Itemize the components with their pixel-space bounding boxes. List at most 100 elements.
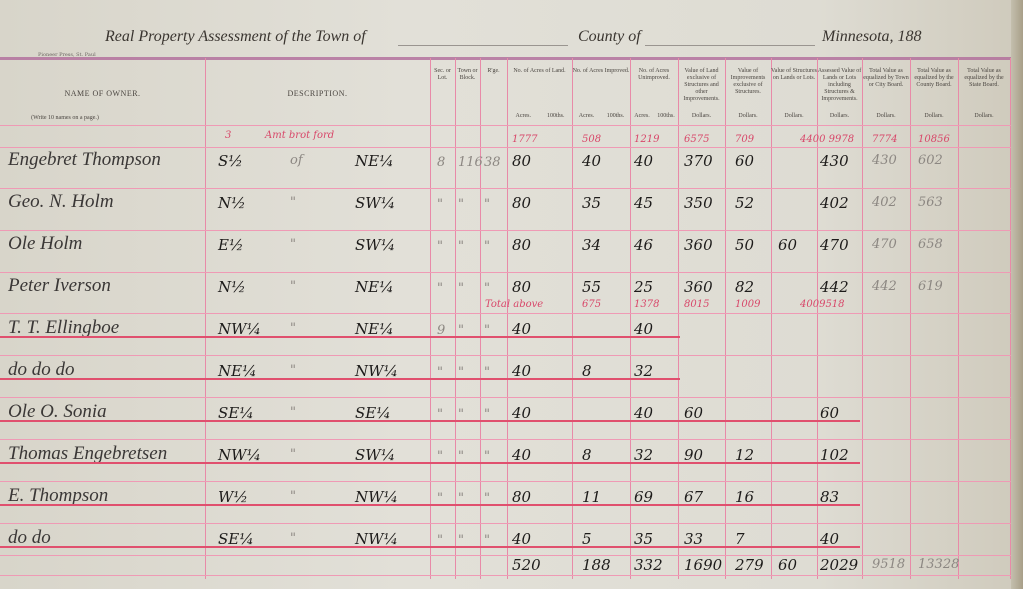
cell-vland: 90 [684, 446, 704, 464]
range: " [484, 491, 490, 506]
cell-unimp: 40 [634, 320, 654, 338]
cell-assessed: 60 [820, 404, 840, 422]
cell-vimp: 12 [735, 446, 755, 464]
col-header-sec: Sec. or Lot. [434, 68, 451, 81]
description-part: " [290, 195, 296, 210]
cell-eq-county: 619 [918, 279, 943, 294]
cell-unimp: 69 [634, 488, 654, 506]
strikethrough-line [0, 546, 860, 548]
cell-vland: 370 [684, 152, 713, 170]
state-year: Minnesota, 188 [822, 28, 922, 45]
acres-subheader: Acres. [578, 113, 595, 119]
cell-vland: 350 [684, 194, 713, 212]
cell-unimp: 40 [634, 152, 654, 170]
cell-eq-town: 442 [872, 279, 897, 294]
cell-assessed: 470 [820, 236, 849, 254]
column-rule [771, 58, 772, 579]
strikethrough-line [0, 504, 860, 506]
cell-unimp: 25 [634, 278, 654, 296]
description-part: " [290, 447, 296, 462]
county-label: County of [578, 28, 641, 45]
owner-name: Thomas Engebretsen [8, 443, 168, 464]
cell-land: 80 [512, 236, 532, 254]
cell-vimp: 60 [735, 152, 755, 170]
cell-unimp: 32 [634, 446, 654, 464]
cell-eq-county: 658 [918, 237, 943, 252]
description-part: SE¼ [355, 404, 391, 422]
description-part: " [290, 363, 296, 378]
owner-name: do do do [8, 359, 75, 380]
row-rule [0, 230, 1015, 231]
cell-vland: 33 [684, 530, 704, 548]
cell-eq-county: 563 [918, 195, 943, 210]
section: " [437, 281, 443, 296]
cell-vstr: 60 [778, 236, 798, 254]
column-rule [817, 58, 818, 579]
owner-name: Geo. N. Holm [8, 191, 114, 212]
total-above-value-land: 8015 [684, 299, 710, 310]
total-vstr: 60 [778, 556, 798, 574]
dollars-subheader: Dollars. [829, 113, 850, 119]
cell-eq-town: 430 [872, 153, 897, 168]
cell-imp: 8 [582, 446, 592, 464]
column-rule [862, 58, 863, 579]
town: " [458, 449, 464, 464]
cell-land: 80 [512, 152, 532, 170]
cell-imp: 11 [582, 488, 602, 506]
owner-name: E. Thompson [8, 485, 109, 506]
row-rule [0, 188, 1015, 189]
acres-subheader: Acres. [515, 113, 532, 119]
range: " [484, 533, 490, 548]
row-rule [0, 355, 1015, 356]
owner-name: Ole Holm [8, 233, 83, 254]
brought-forward-eq-town: 7774 [872, 134, 898, 145]
section: 9 [437, 323, 446, 338]
range: " [484, 323, 490, 338]
col-header-eq-town: Total Value as equalized by Town or City… [863, 68, 909, 88]
strikethrough-line [0, 462, 860, 464]
town: " [458, 407, 464, 422]
row-rule [0, 555, 1015, 556]
col-header-value-land: Value of Land exclusive of Structures an… [683, 68, 720, 102]
column-rule [1010, 58, 1011, 579]
description-part: NE¼ [355, 320, 394, 338]
column-rule [455, 58, 456, 579]
form-title: Real Property Assessment of the Town of [105, 28, 366, 45]
town: " [458, 365, 464, 380]
cell-vland: 67 [684, 488, 704, 506]
col-name-header: NAME OF OWNER. [64, 89, 141, 98]
dollars-subheader: Dollars. [876, 113, 896, 119]
county-blank [645, 45, 815, 46]
description-part: E½ [218, 236, 244, 254]
column-rule [678, 58, 679, 579]
cell-vland: 360 [684, 236, 713, 254]
col-header-acres-improved: No. of Acres Improved. [572, 68, 630, 74]
strikethrough-line [0, 336, 680, 338]
description-part: S½ [218, 152, 243, 170]
range: " [484, 281, 490, 296]
description-part: " [290, 531, 296, 546]
cell-assessed: 442 [820, 278, 849, 296]
cell-eq-county: 602 [918, 153, 943, 168]
total-above-acres-unimproved: 1378 [634, 299, 660, 310]
section: " [437, 365, 443, 380]
description-part: NW¼ [218, 446, 262, 464]
cell-imp: 8 [582, 362, 592, 380]
section: " [437, 407, 443, 422]
brought-forward-acres-land: 1777 [512, 134, 538, 145]
col-header-eq-state: Total Value as equalized by the State Bo… [964, 68, 1004, 88]
description-part: SE¼ [218, 530, 254, 548]
col-header-town: Town or Block. [457, 68, 478, 81]
column-rule [958, 58, 959, 579]
cell-vland: 360 [684, 278, 713, 296]
description-part: NW¼ [355, 488, 399, 506]
description-part: W½ [218, 488, 248, 506]
brought-forward-label: Amt brot ford [265, 130, 335, 141]
cell-unimp: 32 [634, 362, 654, 380]
section: " [437, 239, 443, 254]
total-above-assessed: 4009518 [800, 299, 845, 310]
description-part: SW¼ [355, 194, 396, 212]
cell-imp: 40 [582, 152, 602, 170]
owner-name: T. T. Ellingboe [8, 317, 120, 338]
